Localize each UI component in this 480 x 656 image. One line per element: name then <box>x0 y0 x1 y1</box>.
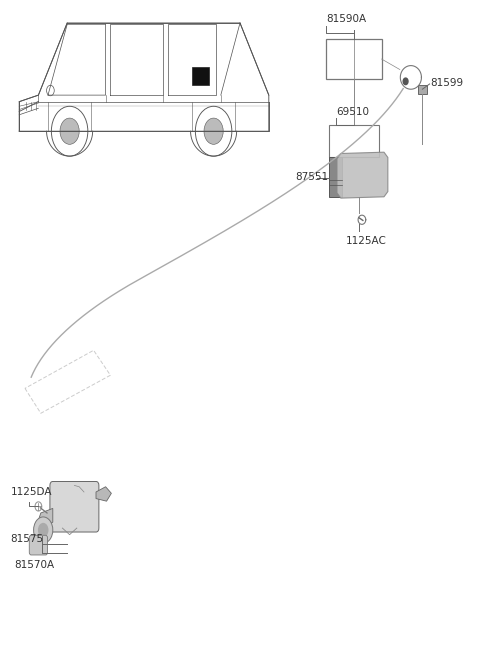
Polygon shape <box>96 487 111 501</box>
Bar <box>329 157 342 197</box>
Circle shape <box>204 118 223 144</box>
Polygon shape <box>38 508 53 527</box>
Bar <box>329 125 379 157</box>
FancyBboxPatch shape <box>50 482 99 532</box>
Circle shape <box>38 523 48 537</box>
Bar <box>192 67 209 85</box>
Text: 69510: 69510 <box>336 107 369 117</box>
Text: 81575: 81575 <box>11 534 44 544</box>
Circle shape <box>60 118 79 144</box>
Polygon shape <box>337 152 388 198</box>
Bar <box>326 39 382 79</box>
FancyBboxPatch shape <box>29 535 48 555</box>
Circle shape <box>34 517 53 543</box>
Text: 1125AC: 1125AC <box>346 236 386 246</box>
Text: 81590A: 81590A <box>326 14 367 24</box>
Text: 81599: 81599 <box>431 78 464 89</box>
Text: 81570A: 81570A <box>14 560 55 569</box>
Bar <box>418 85 427 94</box>
Text: 87551: 87551 <box>295 172 328 182</box>
Text: 1125DA: 1125DA <box>11 487 52 497</box>
Circle shape <box>403 78 408 85</box>
